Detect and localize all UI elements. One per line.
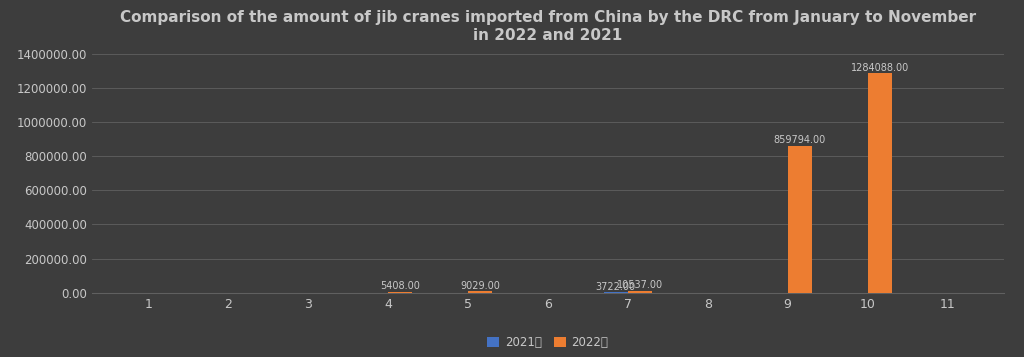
Legend: 2021年, 2022年: 2021年, 2022年 bbox=[482, 331, 613, 354]
Bar bbox=[867, 73, 892, 293]
Bar bbox=[604, 292, 628, 293]
Text: 9029.00: 9029.00 bbox=[460, 281, 500, 291]
Bar bbox=[468, 291, 492, 293]
Bar bbox=[388, 292, 412, 293]
Text: 5408.00: 5408.00 bbox=[380, 281, 420, 291]
Bar bbox=[787, 146, 812, 293]
Text: 10537.00: 10537.00 bbox=[616, 281, 663, 291]
Text: 1284088.00: 1284088.00 bbox=[851, 63, 908, 73]
Title: Comparison of the amount of jib cranes imported from China by the DRC from Janua: Comparison of the amount of jib cranes i… bbox=[120, 10, 976, 42]
Text: 859794.00: 859794.00 bbox=[773, 135, 825, 145]
Bar bbox=[628, 291, 651, 293]
Text: 3722.00: 3722.00 bbox=[596, 282, 636, 292]
